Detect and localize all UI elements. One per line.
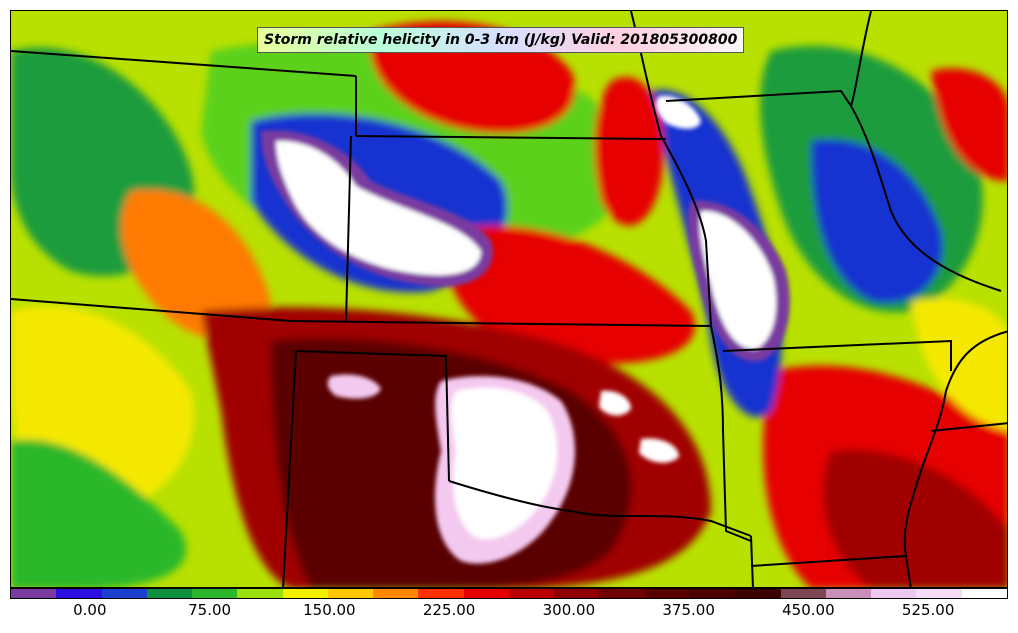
border-line [722,339,952,371]
border-line [295,350,450,482]
colorbar-swatch [916,589,962,598]
field-white-texas [451,387,558,540]
field-orange-west [121,189,271,340]
colorbar-swatch [508,589,555,598]
field-red-northeast [931,68,1007,181]
border-line [905,555,912,587]
helicity-field-map [11,11,1007,587]
border-line [448,480,752,537]
border-line [11,50,357,77]
border-line [282,350,297,587]
field-white-east [699,210,777,350]
colorbar-swatch [418,589,464,598]
border-line [345,135,352,322]
colorbar-swatch [146,589,193,598]
field-green-southwest [11,439,186,587]
colorbar-swatch [554,589,600,598]
field-white-cell-2 [639,438,679,463]
border-line [930,422,1007,432]
border-line [750,535,754,587]
field-pink-cell [327,374,381,399]
colorbar-swatch [780,589,826,598]
colorbar-swatch [327,589,374,598]
colorbar-swatch [825,589,872,598]
colorbar-swatch [463,589,509,598]
colorbar-tick-label: 375.00 [662,601,715,619]
colorbar-swatch [599,589,645,598]
colorbar-swatch [11,589,57,598]
field-dark-red-east [823,449,1007,587]
colorbar-swatch [373,589,419,598]
colorbar-tick-label: 525.00 [901,601,955,619]
colorbar-tick-label: 225.00 [422,601,476,619]
colorbar [10,588,1008,599]
colorbar-tick-label: 450.00 [782,601,835,619]
colorbar-swatch [192,589,238,598]
border-line [710,325,752,542]
map-panel: Storm relative helicity in 0-3 km (J/kg)… [10,10,1008,588]
field-white-northeast [655,95,701,129]
colorbar-swatch [644,589,690,598]
field-red-kansas [447,225,695,364]
colorbar-swatch [735,589,781,598]
colorbar-swatch [689,589,736,598]
colorbar-swatch [101,589,147,598]
colorbar-swatch [871,589,917,598]
state-boundaries [11,11,1007,587]
colorbar-tick-label: 300.00 [542,601,596,619]
colorbar-swatch [56,589,102,598]
colorbar-swatch [237,589,283,598]
colorbar-tick-label: 0.00 [73,601,107,619]
border-line [11,298,712,327]
colorbar-labels: 0.00 75.00 150.00 225.00 300.00 375.00 450.00 5… [10,601,1008,625]
border-line [355,135,667,140]
colorbar-swatch [961,589,1007,598]
colorbar-swatch [282,589,328,598]
field-white-cell-1 [599,390,631,416]
colorbar-tick-label: 150.00 [303,601,356,619]
field-red-corridor [594,77,664,226]
field-blue-east [811,139,943,303]
field-white-north [276,140,481,276]
border-line [849,11,1002,292]
border-line [665,89,852,107]
border-line [750,330,1007,567]
colorbar-tick-label: 75.00 [188,601,232,619]
map-title: Storm relative helicity in 0-3 km (J/kg)… [257,27,745,53]
